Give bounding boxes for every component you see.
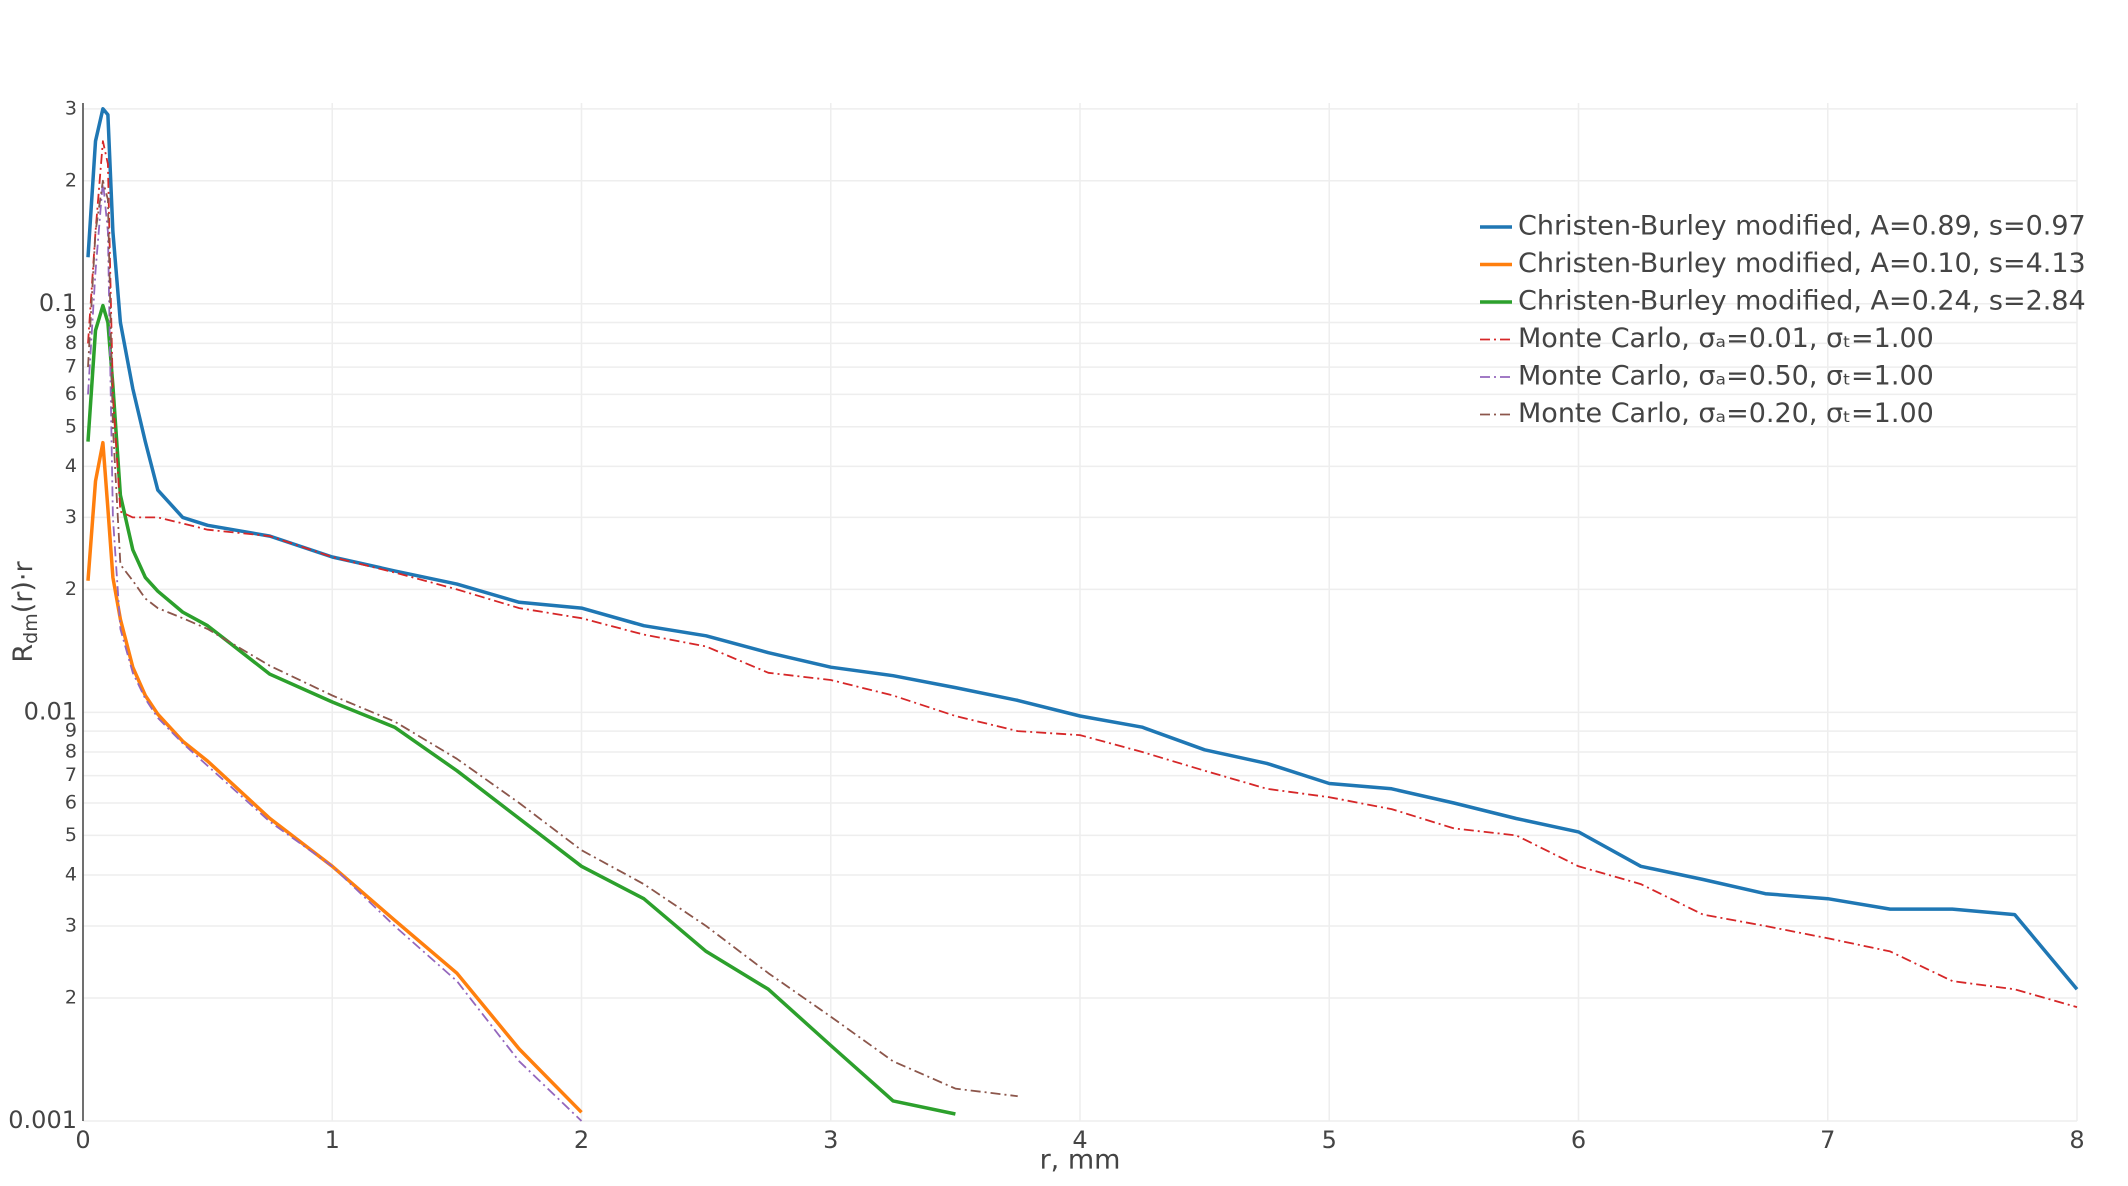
legend-label: Monte Carlo, σₐ=0.20, σₜ=1.00 bbox=[1518, 398, 1934, 429]
y-tick-label: 3 bbox=[65, 97, 77, 119]
y-tick-label: 7 bbox=[65, 356, 77, 378]
legend-label: Christen-Burley modified, A=0.10, s=4.13 bbox=[1518, 248, 2086, 279]
y-tick-label: 5 bbox=[65, 824, 77, 846]
y-tick-label: 6 bbox=[65, 792, 77, 814]
x-tick-label: 8 bbox=[2069, 1126, 2084, 1154]
y-axis-title-sub: dm bbox=[20, 613, 42, 644]
y-tick-label: 5 bbox=[65, 415, 77, 437]
x-tick-label: 5 bbox=[1322, 1126, 1337, 1154]
y-axis-title-rest: (r)·r bbox=[8, 561, 39, 614]
legend-label: Christen-Burley modified, A=0.24, s=2.84 bbox=[1518, 286, 2086, 317]
y-tick-label: 2 bbox=[65, 986, 77, 1008]
x-tick-label: 6 bbox=[1571, 1126, 1586, 1154]
series-line bbox=[86, 440, 583, 1114]
x-tick-label: 0 bbox=[75, 1126, 90, 1154]
y-tick-label: 9 bbox=[65, 311, 77, 333]
x-tick-label: 1 bbox=[325, 1126, 340, 1154]
x-tick-label: 2 bbox=[574, 1126, 589, 1154]
y-tick-label: 8 bbox=[65, 740, 77, 762]
legend-label: Monte Carlo, σₐ=0.50, σₜ=1.00 bbox=[1518, 361, 1934, 392]
series-line bbox=[87, 179, 1018, 1098]
series-line bbox=[87, 140, 2078, 1008]
y-tick-label: 6 bbox=[65, 383, 77, 405]
y-tick-label: 2 bbox=[65, 578, 77, 600]
y-tick-label: 8 bbox=[65, 332, 77, 354]
legend-label: Monte Carlo, σₐ=0.01, σₜ=1.00 bbox=[1518, 323, 1934, 354]
y-tick-label: 7 bbox=[65, 764, 77, 786]
y-tick-label: 0.1 bbox=[39, 289, 77, 317]
legend-label: Christen-Burley modified, A=0.89, s=0.97 bbox=[1518, 211, 2086, 242]
y-tick-label: 0.01 bbox=[24, 697, 77, 725]
y-tick-label: 9 bbox=[65, 720, 77, 742]
y-tick-label: 2 bbox=[65, 169, 77, 191]
y-tick-label: 4 bbox=[65, 455, 77, 477]
y-tick-label: 3 bbox=[65, 506, 77, 528]
series-line bbox=[87, 179, 583, 1122]
x-tick-label: 7 bbox=[1820, 1126, 1835, 1154]
y-tick-label: 0.001 bbox=[8, 1106, 77, 1134]
y-tick-label: 4 bbox=[65, 863, 77, 885]
plot-area bbox=[86, 107, 2079, 1122]
y-tick-label: 3 bbox=[65, 915, 77, 937]
x-tick-label: 4 bbox=[1072, 1126, 1087, 1154]
series-line bbox=[86, 303, 956, 1116]
y-axis-title-base: R bbox=[8, 644, 39, 663]
x-tick-label: 3 bbox=[823, 1126, 838, 1154]
series-line bbox=[86, 107, 2079, 991]
y-axis-title: Rdm(r)·r bbox=[8, 561, 42, 663]
x-axis-title: r, mm bbox=[1040, 1145, 1121, 1176]
